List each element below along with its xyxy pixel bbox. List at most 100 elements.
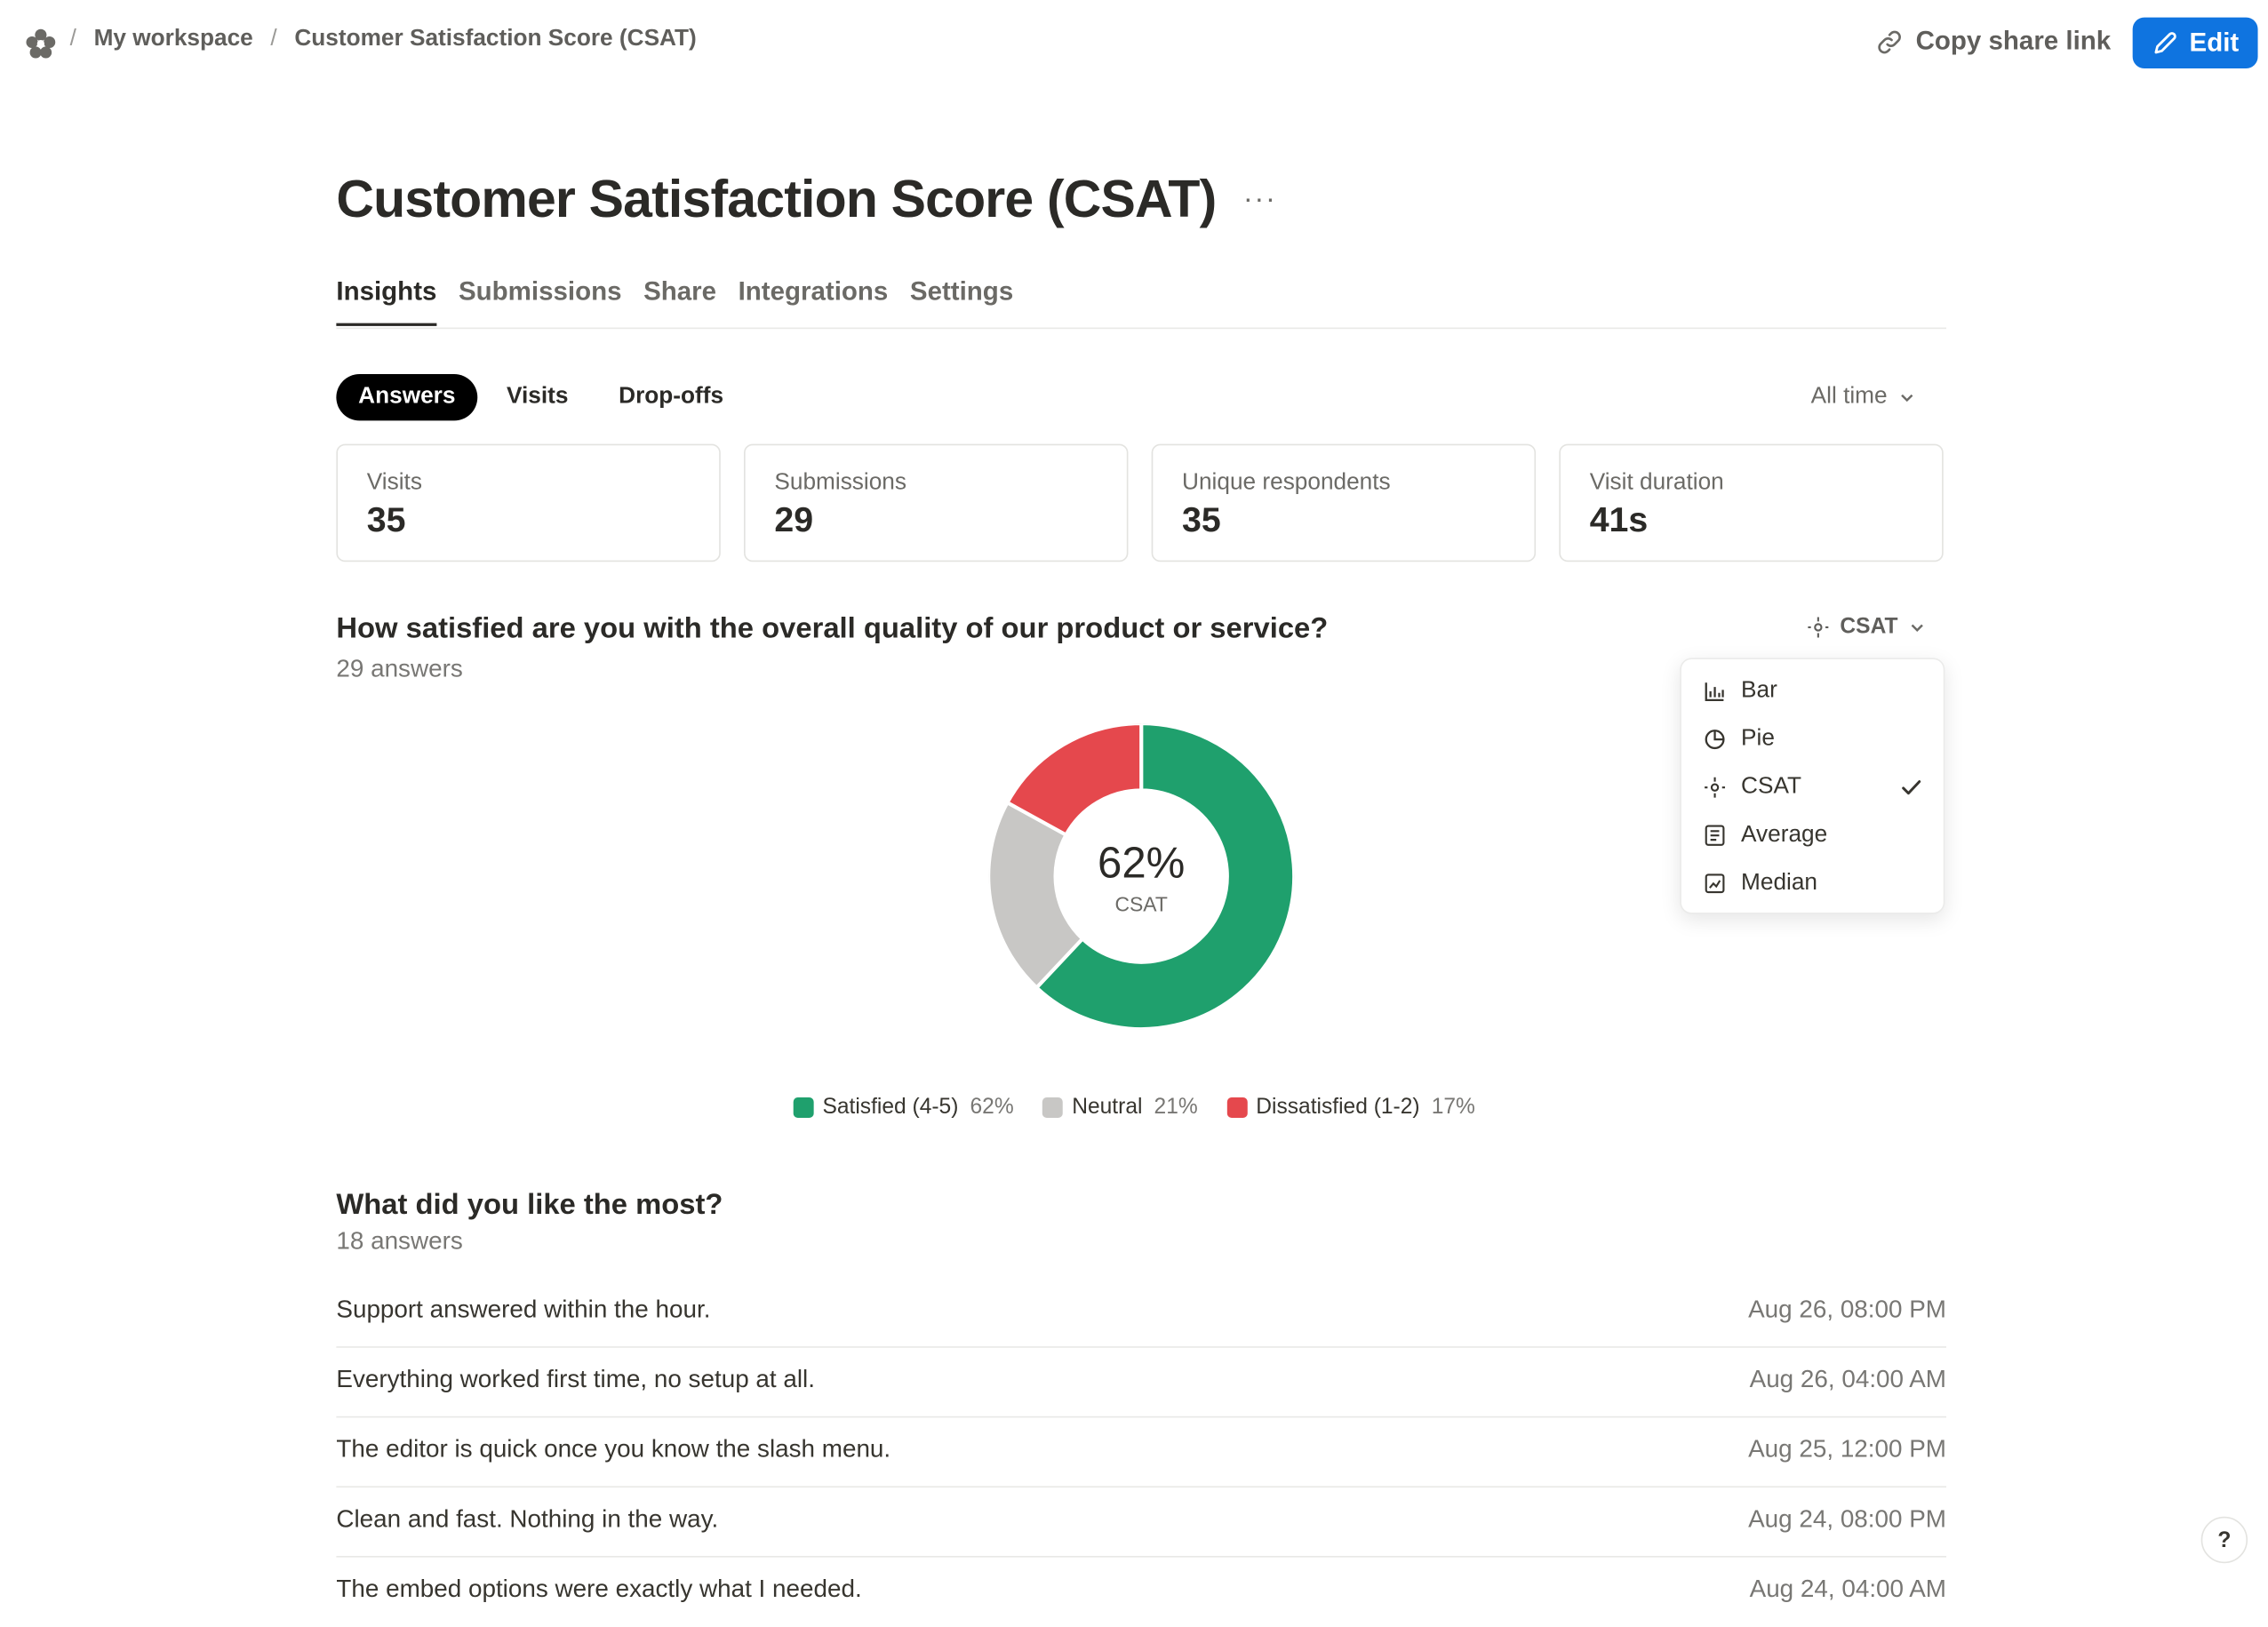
answer-row[interactable]: The editor is quick once you know the sl…: [336, 1417, 1947, 1488]
menu-item-average[interactable]: Average: [1703, 818, 1921, 853]
menu-item-label: Median: [1741, 870, 1818, 896]
stat-value: 41s: [1589, 500, 1649, 540]
answer-row[interactable]: Everything worked first time, no setup a…: [336, 1348, 1947, 1418]
menu-item-csat[interactable]: CSAT: [1703, 770, 1921, 805]
answer-text: Everything worked first time, no setup a…: [336, 1365, 815, 1393]
stat-card-submissions: Submissions 29: [744, 443, 1129, 562]
stat-value: 35: [366, 500, 406, 540]
legend-swatch: [793, 1097, 814, 1118]
copy-share-link-label: Copy share link: [1915, 26, 2112, 56]
answer-text: The editor is quick once you know the sl…: [336, 1435, 891, 1464]
copy-share-link-button[interactable]: Copy share link: [1875, 26, 2111, 56]
stat-card-unique-respondents: Unique respondents 35: [1151, 443, 1537, 562]
breadcrumb: / My workspace / Customer Satisfaction S…: [70, 26, 697, 52]
menu-item-pie[interactable]: Pie: [1703, 722, 1921, 756]
stat-label: Submissions: [774, 470, 906, 495]
bar-chart-icon: [1705, 682, 1724, 702]
legend-percent: 21%: [1154, 1094, 1198, 1120]
tab-share[interactable]: Share: [643, 276, 717, 306]
median-icon: [1705, 873, 1725, 894]
menu-item-label: Bar: [1741, 678, 1777, 704]
stat-value: 35: [1182, 500, 1221, 540]
menu-item-median[interactable]: Median: [1703, 866, 1921, 901]
legend-label: Neutral: [1072, 1094, 1143, 1120]
tab-settings[interactable]: Settings: [909, 276, 1014, 306]
csat-donut-chart: 62% CSAT: [988, 723, 1295, 1030]
csat-icon: [1705, 777, 1726, 798]
answer-date: Aug 26, 08:00 PM: [1748, 1295, 1947, 1323]
stat-card-visit-duration: Visit duration 41s: [1559, 443, 1944, 562]
link-icon: [1878, 29, 1901, 53]
page-title: Customer Satisfaction Score (CSAT): [336, 169, 1217, 229]
tab-integrations[interactable]: Integrations: [738, 276, 889, 306]
pie-chart-icon: [1705, 730, 1725, 750]
menu-item-label: Pie: [1741, 726, 1775, 752]
chart-legend: Satisfied (4-5) 62% Neutral 21% Dissatis…: [793, 1094, 1475, 1120]
question-answer-count: 18 answers: [336, 1226, 463, 1255]
question-title: What did you like the most?: [336, 1189, 723, 1222]
donut-slice-neutral: [988, 800, 1085, 991]
tab-insights[interactable]: Insights: [336, 276, 437, 326]
chevron-down-icon: [1911, 623, 1923, 632]
stat-label: Visit duration: [1589, 470, 1724, 495]
breadcrumb-workspace-link[interactable]: My workspace: [93, 26, 253, 52]
answer-text: The embed options were exactly what I ne…: [336, 1575, 862, 1603]
csat-icon: [1808, 616, 1829, 637]
help-button[interactable]: ?: [2200, 1516, 2248, 1564]
subtab-drop-offs[interactable]: Drop-offs: [619, 384, 724, 410]
stat-label: Unique respondents: [1182, 470, 1391, 495]
stat-label: Visits: [366, 470, 422, 495]
legend-percent: 17%: [1431, 1094, 1475, 1120]
answer-date: Aug 25, 12:00 PM: [1748, 1435, 1947, 1464]
edit-button[interactable]: Edit: [2132, 17, 2258, 68]
answer-row[interactable]: Support answered within the hour. Aug 26…: [336, 1278, 1947, 1348]
workspace-logo-icon[interactable]: [25, 28, 57, 60]
tab-bar: Insights Submissions Share Integrations …: [336, 276, 1013, 326]
average-icon: [1705, 825, 1725, 846]
answer-row[interactable]: Clean and fast. Nothing in the way. Aug …: [336, 1487, 1947, 1558]
chevron-down-icon: [1901, 394, 1914, 403]
stat-card-visits: Visits 35: [336, 443, 721, 562]
answer-row[interactable]: The embed options were exactly what I ne…: [336, 1558, 1946, 1627]
legend-label: Dissatisfied (1-2): [1256, 1094, 1420, 1120]
chart-view-select[interactable]: CSAT: [1807, 614, 1926, 639]
breadcrumb-separator: /: [270, 26, 277, 52]
chart-view-menu: Bar Pie CSAT Average Median: [1680, 658, 1945, 914]
subtab-visits[interactable]: Visits: [507, 384, 569, 410]
time-range-select[interactable]: All time: [1811, 384, 1917, 410]
top-bar: / My workspace / Customer Satisfaction S…: [0, 0, 2268, 87]
answer-date: Aug 24, 08:00 PM: [1748, 1504, 1947, 1533]
menu-item-bar[interactable]: Bar: [1703, 674, 1921, 708]
answer-date: Aug 24, 04:00 AM: [1749, 1575, 1947, 1603]
legend-percent: 62%: [970, 1094, 1014, 1120]
donut-slice-dissatisfied: [1004, 723, 1144, 838]
subtab-answers[interactable]: Answers: [336, 373, 478, 421]
tab-submissions[interactable]: Submissions: [458, 276, 622, 306]
csat-center-label: CSAT: [1114, 892, 1167, 915]
donut-slice-satisfied: [1034, 723, 1295, 1030]
legend-item-satisfied: Satisfied (4-5) 62%: [793, 1094, 1014, 1120]
menu-item-label: Average: [1741, 822, 1828, 848]
edit-label: Edit: [2189, 28, 2240, 57]
question-answer-count: 29 answers: [336, 655, 463, 683]
tab-divider: [336, 327, 1947, 330]
csat-center-value: 62%: [1098, 840, 1185, 888]
answer-text: Clean and fast. Nothing in the way.: [336, 1504, 719, 1533]
legend-item-dissatisfied: Dissatisfied (1-2) 17%: [1226, 1094, 1475, 1120]
more-options-button[interactable]: ···: [1242, 183, 1277, 216]
breadcrumb-separator: /: [69, 26, 76, 52]
answer-date: Aug 26, 04:00 AM: [1749, 1365, 1947, 1393]
stat-value: 29: [774, 500, 814, 540]
time-range-label: All time: [1810, 384, 1888, 410]
legend-item-neutral: Neutral 21%: [1042, 1094, 1198, 1120]
legend-swatch: [1226, 1097, 1248, 1118]
pencil-icon: [2154, 31, 2176, 53]
legend-swatch: [1042, 1097, 1064, 1118]
breadcrumb-current-page[interactable]: Customer Satisfaction Score (CSAT): [294, 26, 697, 52]
answer-text: Support answered within the hour.: [336, 1295, 711, 1323]
checkmark-icon: [1902, 780, 1921, 795]
chart-view-label: CSAT: [1840, 614, 1898, 640]
menu-item-label: CSAT: [1741, 774, 1801, 800]
question-title: How satisfied are you with the overall q…: [336, 612, 1329, 645]
legend-label: Satisfied (4-5): [822, 1094, 959, 1120]
